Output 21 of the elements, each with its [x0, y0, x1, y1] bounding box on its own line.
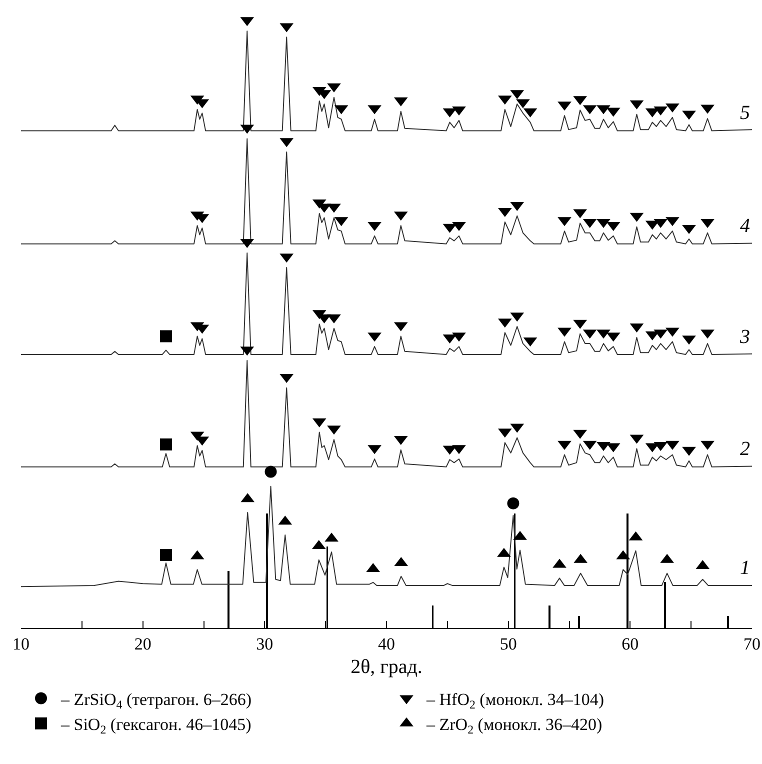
legend-label: – ZrSiO$_{4}$ (тетрагон. 6–266)	[60, 690, 252, 712]
series-label: 5	[740, 102, 750, 124]
series-label: 3	[739, 326, 750, 348]
x-tick-label: 40	[378, 634, 395, 654]
x-axis-title: 2θ, град.	[350, 656, 422, 678]
legend-label: – ZrO$_{2}$ (монокл. 36–420)	[426, 714, 602, 737]
point	[160, 330, 172, 342]
x-tick-label: 10	[12, 634, 30, 654]
series-label: 2	[740, 438, 750, 460]
point	[160, 438, 172, 450]
x-tick-label: 70	[744, 634, 760, 654]
x-tick-label: 60	[622, 634, 639, 654]
point	[507, 497, 520, 510]
series-label: 4	[740, 215, 750, 237]
series-label: 1	[740, 557, 750, 579]
legend-label: – HfO$_{2}$ (монокл. 34–104)	[426, 690, 604, 712]
point	[264, 466, 277, 478]
legend-label: – SiO$_{2}$ (гексагон. 46–1045)	[60, 714, 252, 737]
x-tick-label: 50	[500, 634, 517, 654]
x-tick-label: 30	[256, 634, 274, 654]
x-tick-label: 20	[134, 634, 152, 654]
